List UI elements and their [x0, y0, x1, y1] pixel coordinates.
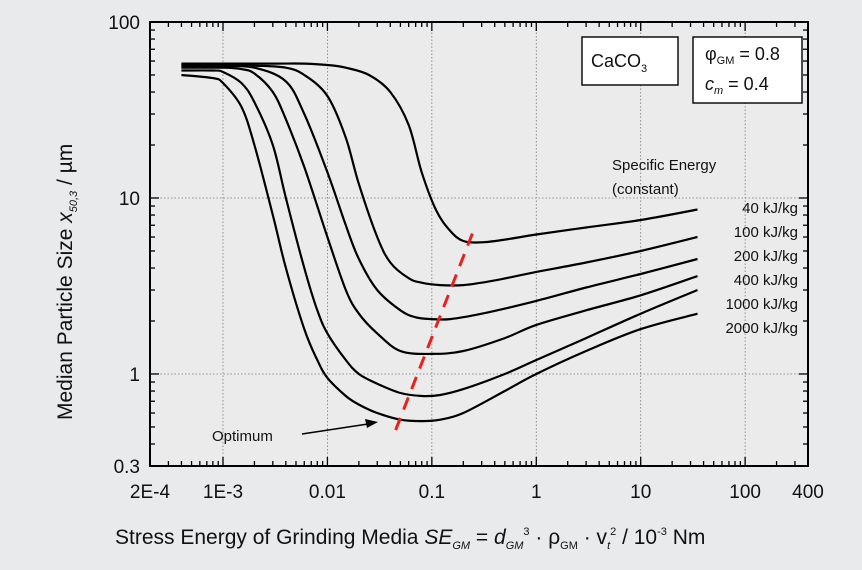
material-box: [581, 36, 679, 86]
optimum-line: [394, 230, 475, 431]
params-box: [692, 36, 803, 104]
x-tick-label: 1: [531, 482, 542, 503]
series-label: 200 kJ/kg: [734, 248, 798, 265]
series-line: [181, 73, 698, 423]
x-axis-title: Stress Energy of Grinding Media SEGM = d…: [115, 526, 705, 552]
series-label: 40 kJ/kg: [742, 200, 798, 217]
series-label: 1000 kJ/kg: [725, 296, 798, 313]
optimum-arrowhead: [365, 419, 378, 428]
series-label: 400 kJ/kg: [734, 272, 798, 289]
legend-title-line2: (constant): [612, 181, 679, 198]
series-labels: 40 kJ/kg 100 kJ/kg 200 kJ/kg 400 kJ/kg 1000 …: [725, 200, 798, 337]
series-line: [181, 65, 698, 321]
x-tick-label: 10: [630, 482, 651, 503]
cm-param: cm = 0.4: [705, 74, 769, 97]
series-line: [181, 63, 698, 287]
optimum-arrow-line: [301, 423, 369, 435]
y-tick-label: 0.3: [114, 457, 140, 478]
axis-ticks: 2E-4 1E-3 0.01 0.1 1 10 100 400 100 10 1 0.3: [108, 13, 824, 503]
y-axis-title: Median Particle Size x50,3 / µm: [54, 144, 80, 420]
y-tick-label: 10: [119, 189, 140, 210]
y-tick-label: 100: [108, 13, 140, 34]
phi-param: φGM = 0.8: [705, 44, 780, 67]
series-label: 100 kJ/kg: [734, 224, 798, 241]
series-line: [181, 66, 698, 356]
legend-title-line1: Specific Energy: [612, 157, 717, 174]
x-tick-label: 2E-4: [130, 482, 171, 503]
optimum-line-group: [394, 230, 475, 431]
x-tick-label: 400: [792, 482, 824, 503]
series-line: [181, 69, 698, 398]
optimum-label: Optimum: [212, 428, 273, 445]
series-line: [181, 62, 698, 244]
x-tick-label: 100: [729, 482, 761, 503]
x-tick-label: 0.01: [309, 482, 346, 503]
series-label: 2000 kJ/kg: [725, 320, 798, 337]
y-tick-label: 1: [129, 365, 140, 386]
curves: [181, 62, 698, 423]
material-label: CaCO3: [591, 51, 647, 75]
x-tick-label: 1E-3: [203, 482, 243, 503]
x-tick-label: 0.1: [419, 482, 445, 503]
